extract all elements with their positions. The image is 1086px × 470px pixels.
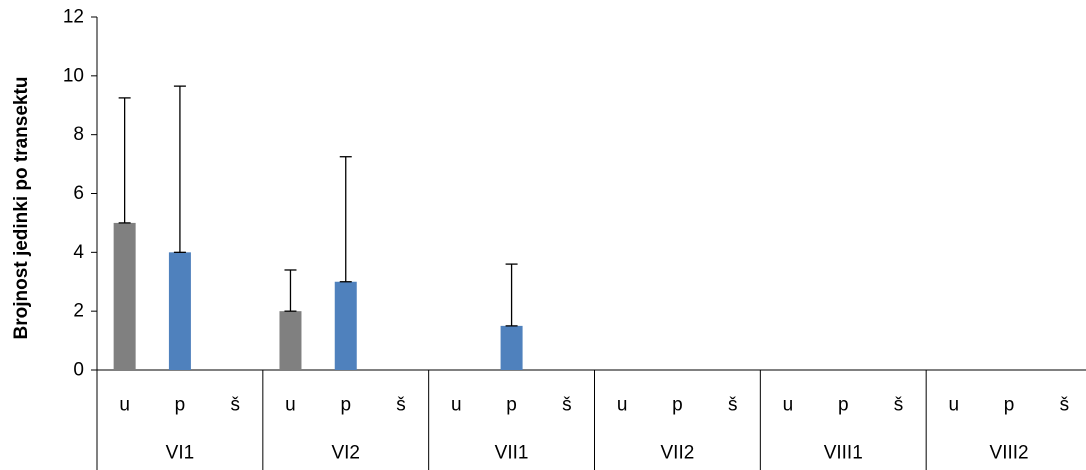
subcategory-label: p (340, 395, 351, 416)
subcategory-label: u (451, 395, 462, 416)
bar-VI1-p (168, 252, 191, 370)
subcategory-label: u (119, 395, 130, 416)
subcategory-label: p (672, 395, 683, 416)
group-label: VII1 (495, 443, 529, 464)
subcategory-label: u (617, 395, 628, 416)
y-tick-label: 6 (73, 183, 84, 204)
y-tick-label: 0 (73, 360, 84, 381)
subcategory-label: p (838, 395, 849, 416)
group-label: VIII1 (824, 443, 863, 464)
subcategory-label: š (396, 395, 406, 416)
y-tick-label: 4 (73, 242, 84, 263)
y-tick-label: 2 (73, 301, 84, 322)
group-label: VIII2 (990, 443, 1029, 464)
subcategory-label: u (285, 395, 296, 416)
subcategory-label: u (783, 395, 794, 416)
subcategory-label: š (562, 395, 572, 416)
subcategory-label: š (728, 395, 738, 416)
subcategory-label: š (894, 395, 904, 416)
subcategory-label: š (1060, 395, 1070, 416)
group-label: VI1 (166, 443, 195, 464)
subcategory-label: u (949, 395, 960, 416)
subcategory-label: p (1004, 395, 1015, 416)
subcategory-label: p (506, 395, 517, 416)
y-tick-label: 10 (63, 65, 84, 86)
group-label: VI2 (331, 443, 360, 464)
bar-VI1-u (113, 222, 136, 370)
subcategory-label: š (230, 395, 240, 416)
bar-VI2-p (334, 281, 357, 370)
bar-VI2-u (279, 311, 302, 370)
y-tick-label: 12 (63, 7, 84, 28)
y-tick-label: 8 (73, 124, 84, 145)
group-label: VII2 (661, 443, 695, 464)
subcategory-label: p (175, 395, 186, 416)
bar-VII1-p (500, 325, 523, 370)
